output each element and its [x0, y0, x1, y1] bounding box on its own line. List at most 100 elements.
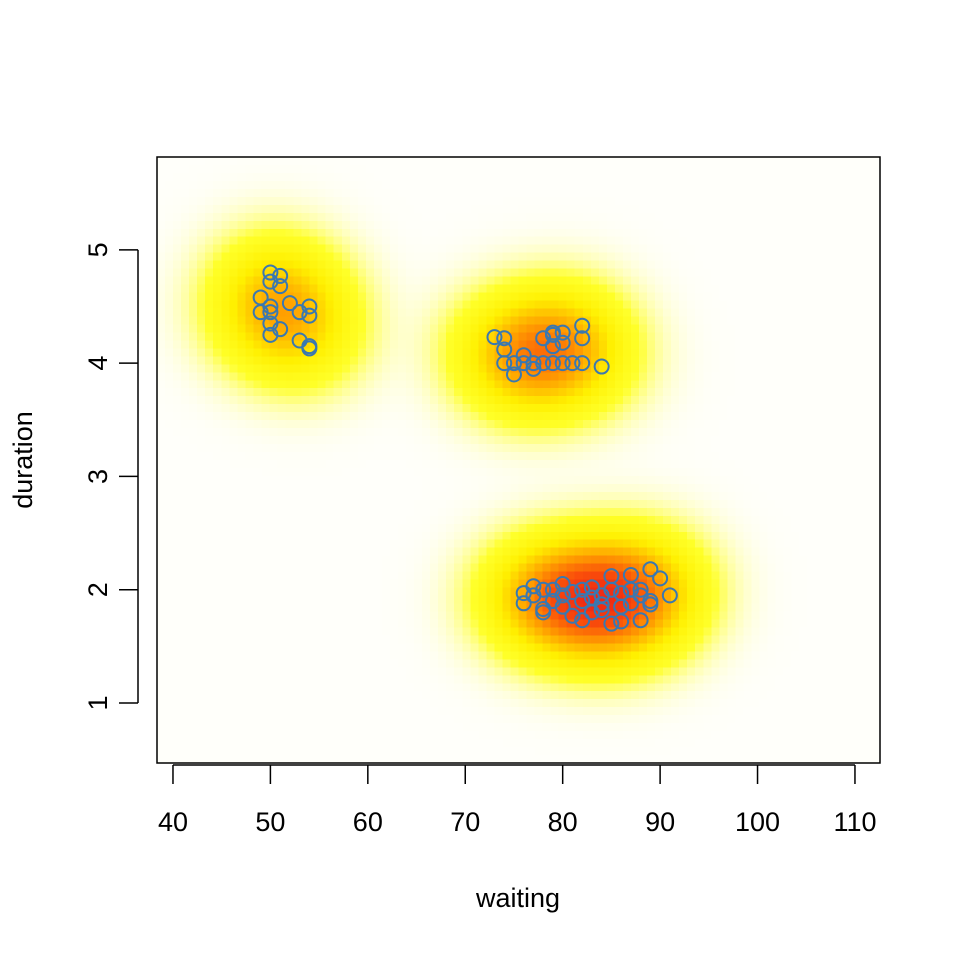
- density-cell: [679, 204, 688, 214]
- density-cell: [767, 244, 777, 254]
- density-cell: [703, 300, 712, 310]
- density-cell: [438, 276, 447, 286]
- density-cell: [365, 483, 375, 493]
- density-cell: [237, 372, 246, 381]
- density-cell: [245, 436, 254, 445]
- density-cell: [237, 515, 246, 525]
- density-cell: [622, 164, 632, 174]
- density-cell: [173, 276, 182, 286]
- density-cell: [566, 332, 576, 341]
- density-cell: [695, 220, 704, 230]
- density-cell: [847, 244, 857, 254]
- density-cell: [293, 555, 303, 565]
- density-cell: [783, 579, 793, 589]
- density-cell: [663, 396, 672, 405]
- density-cell: [711, 172, 720, 182]
- density-cell: [598, 483, 608, 493]
- density-cell: [823, 356, 833, 365]
- density-cell: [630, 188, 640, 198]
- density-cell: [189, 444, 198, 453]
- density-cell: [165, 571, 174, 581]
- density-cell: [574, 531, 584, 541]
- density-cell: [518, 452, 528, 461]
- density-cell: [831, 523, 841, 533]
- density-cell: [751, 372, 761, 381]
- density-cell: [213, 412, 222, 421]
- density-cell: [574, 252, 584, 262]
- density-cell: [639, 404, 648, 413]
- density-cell: [438, 388, 447, 397]
- density-cell: [839, 220, 849, 230]
- density-cell: [791, 292, 801, 302]
- density-cell: [157, 523, 166, 533]
- density-cell: [173, 157, 182, 166]
- density-cell: [502, 531, 512, 541]
- density-cell: [598, 539, 608, 549]
- density-cell: [269, 164, 279, 174]
- density-cell: [566, 587, 576, 597]
- density-cell: [815, 460, 825, 469]
- density-cell: [598, 228, 608, 238]
- density-cell: [245, 157, 254, 166]
- density-cell: [735, 268, 745, 278]
- density-cell: [542, 236, 552, 246]
- density-cell: [213, 164, 222, 174]
- density-cell: [663, 467, 672, 477]
- density-cell: [253, 220, 263, 230]
- density-cell: [237, 547, 246, 557]
- density-cell: [406, 188, 415, 198]
- density-cell: [389, 404, 399, 413]
- density-cell: [285, 491, 295, 501]
- density-cell: [799, 467, 809, 477]
- density-cell: [743, 332, 753, 341]
- density-cell: [518, 276, 528, 286]
- density-cell: [582, 460, 592, 469]
- density-cell: [470, 531, 479, 541]
- density-cell: [197, 460, 206, 469]
- density-cell: [293, 523, 303, 533]
- density-cell: [389, 172, 399, 182]
- density-cell: [173, 507, 182, 517]
- density-cell: [253, 475, 263, 485]
- density-cell: [606, 308, 616, 318]
- density-cell: [462, 579, 471, 589]
- density-cell: [783, 324, 793, 334]
- density-cell: [767, 276, 777, 286]
- density-cell: [510, 188, 520, 198]
- density-cell: [317, 452, 327, 461]
- density-cell: [422, 260, 431, 270]
- density-cell: [221, 452, 230, 461]
- density-cell: [614, 348, 624, 357]
- density-cell: [462, 436, 471, 445]
- density-cell: [639, 292, 648, 302]
- density-cell: [502, 308, 512, 318]
- density-cell: [381, 396, 391, 405]
- density-cell: [582, 172, 592, 182]
- density-cell: [189, 595, 198, 605]
- density-cell: [293, 499, 303, 509]
- density-cell: [285, 563, 295, 573]
- density-cell: [157, 348, 166, 357]
- density-cell: [647, 452, 656, 461]
- density-cell: [671, 340, 680, 349]
- density-cell: [205, 284, 214, 294]
- density-cell: [253, 483, 263, 493]
- density-cell: [711, 412, 720, 421]
- density-cell: [663, 268, 672, 278]
- density-cell: [671, 404, 680, 413]
- density-cell: [221, 563, 230, 573]
- density-cell: [181, 547, 190, 557]
- density-cell: [791, 563, 801, 573]
- density-cell: [614, 579, 624, 589]
- density-cell: [558, 444, 568, 453]
- density-cell: [181, 276, 190, 286]
- density-cell: [647, 547, 656, 557]
- density-cell: [727, 452, 736, 461]
- density-cell: [815, 555, 825, 565]
- density-cell: [767, 436, 777, 445]
- density-cell: [663, 188, 672, 198]
- density-cell: [727, 483, 736, 493]
- density-cell: [639, 523, 648, 533]
- density-cell: [406, 467, 415, 477]
- density-cell: [799, 324, 809, 334]
